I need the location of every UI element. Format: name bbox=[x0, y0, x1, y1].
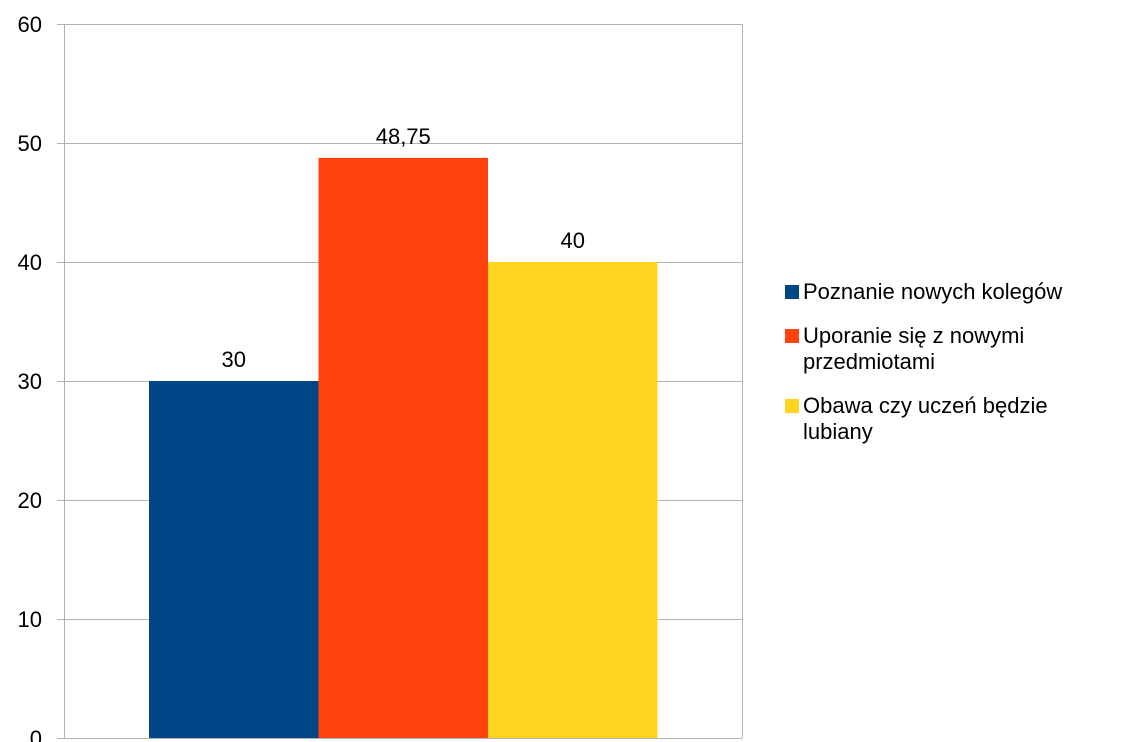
y-tick-label: 40 bbox=[18, 250, 42, 275]
y-tick-label: 30 bbox=[18, 369, 42, 394]
data-labels: 30 48,75 40 bbox=[222, 124, 585, 372]
legend: Poznanie nowych kolegów Uporanie się z no… bbox=[785, 279, 1120, 463]
legend-label: Uporanie się z nowymi przedmiotami bbox=[803, 323, 1025, 374]
legend-label: Obawa czy uczeń będzie lubiany bbox=[803, 393, 1048, 444]
y-axis-ticks: 0 10 20 30 40 50 60 bbox=[18, 12, 42, 742]
legend-label: Poznanie nowych kolegów bbox=[803, 279, 1063, 304]
bar-data-label: 40 bbox=[561, 228, 585, 253]
legend-swatch bbox=[785, 285, 799, 299]
y-tick-label: 0 bbox=[30, 726, 42, 742]
bar bbox=[149, 381, 319, 738]
y-tick-label: 10 bbox=[18, 607, 42, 632]
bar-data-label: 30 bbox=[222, 347, 246, 372]
legend-item: Uporanie się z nowymi przedmiotami bbox=[785, 323, 1120, 375]
legend-item: Poznanie nowych kolegów bbox=[785, 279, 1120, 305]
legend-swatch bbox=[785, 399, 799, 413]
y-tick-label: 50 bbox=[18, 131, 42, 156]
legend-swatch bbox=[785, 329, 799, 343]
legend-item: Obawa czy uczeń będzie lubiany bbox=[785, 393, 1120, 445]
bar bbox=[488, 262, 658, 738]
bars bbox=[149, 157, 658, 738]
y-tick-label: 20 bbox=[18, 488, 42, 513]
bar bbox=[318, 157, 488, 738]
axes bbox=[57, 24, 743, 739]
bar-data-label: 48,75 bbox=[376, 124, 431, 149]
y-tick-label: 60 bbox=[18, 12, 42, 37]
